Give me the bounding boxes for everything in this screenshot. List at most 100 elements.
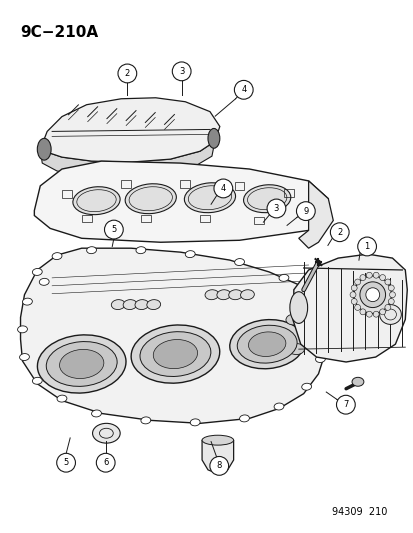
Ellipse shape (131, 325, 219, 383)
Circle shape (330, 223, 348, 241)
Ellipse shape (372, 311, 378, 317)
Ellipse shape (207, 128, 219, 148)
Ellipse shape (243, 185, 290, 213)
Ellipse shape (315, 356, 325, 362)
Text: 4: 4 (220, 184, 225, 193)
Ellipse shape (46, 342, 117, 386)
Bar (234, 182, 244, 190)
Ellipse shape (216, 290, 230, 300)
Ellipse shape (135, 300, 148, 310)
Ellipse shape (285, 314, 301, 325)
Ellipse shape (372, 272, 378, 278)
Ellipse shape (52, 253, 62, 260)
Text: 9: 9 (302, 207, 308, 216)
Polygon shape (40, 141, 214, 176)
Text: 9C−210A: 9C−210A (21, 25, 98, 39)
Bar (140, 215, 150, 222)
Bar (81, 215, 91, 222)
Ellipse shape (17, 326, 27, 333)
Ellipse shape (365, 288, 379, 302)
Circle shape (57, 453, 75, 472)
Ellipse shape (234, 259, 244, 265)
Ellipse shape (239, 415, 249, 422)
Bar (62, 190, 72, 198)
Circle shape (296, 201, 314, 221)
Ellipse shape (387, 285, 393, 291)
Circle shape (234, 80, 252, 99)
Polygon shape (34, 161, 328, 243)
Ellipse shape (273, 403, 283, 410)
Ellipse shape (185, 251, 195, 257)
Text: 1: 1 (363, 242, 369, 251)
Bar (298, 207, 308, 215)
Text: 4: 4 (240, 85, 246, 94)
Ellipse shape (37, 335, 126, 393)
Ellipse shape (32, 269, 42, 276)
Text: 7: 7 (342, 400, 348, 409)
Ellipse shape (237, 325, 297, 363)
Ellipse shape (204, 290, 218, 300)
Ellipse shape (387, 298, 393, 304)
Ellipse shape (359, 282, 385, 308)
Polygon shape (40, 98, 219, 162)
Ellipse shape (153, 340, 197, 369)
Ellipse shape (228, 290, 242, 300)
Ellipse shape (349, 292, 355, 297)
Ellipse shape (32, 377, 42, 384)
Circle shape (96, 453, 115, 472)
Polygon shape (298, 181, 332, 248)
Text: 6: 6 (103, 458, 108, 467)
Circle shape (357, 237, 375, 256)
Ellipse shape (350, 298, 356, 304)
Bar (199, 215, 209, 222)
Text: 5: 5 (111, 225, 116, 234)
Ellipse shape (86, 247, 96, 254)
Ellipse shape (301, 383, 311, 390)
Polygon shape (21, 248, 328, 423)
Text: 3: 3 (178, 67, 184, 76)
Ellipse shape (298, 329, 314, 340)
Text: 8: 8 (216, 462, 221, 471)
Text: 94309  210: 94309 210 (331, 507, 387, 518)
Ellipse shape (202, 435, 233, 445)
Bar (180, 180, 190, 188)
Ellipse shape (354, 304, 360, 310)
Bar (121, 180, 131, 188)
Ellipse shape (379, 304, 400, 325)
Ellipse shape (93, 423, 120, 443)
Ellipse shape (111, 300, 125, 310)
Polygon shape (202, 440, 233, 474)
Ellipse shape (359, 309, 365, 315)
Ellipse shape (351, 377, 363, 386)
Ellipse shape (379, 309, 385, 315)
Text: 5: 5 (63, 458, 69, 467)
Ellipse shape (240, 290, 254, 300)
Bar (283, 189, 293, 197)
Ellipse shape (73, 187, 120, 215)
Ellipse shape (289, 292, 307, 324)
Ellipse shape (37, 139, 51, 160)
Circle shape (266, 199, 285, 218)
Ellipse shape (278, 274, 288, 281)
Ellipse shape (288, 344, 304, 354)
Ellipse shape (366, 272, 371, 278)
Text: 3: 3 (273, 204, 278, 213)
Ellipse shape (57, 395, 67, 402)
Ellipse shape (140, 417, 150, 424)
Ellipse shape (319, 321, 328, 328)
Ellipse shape (248, 332, 285, 357)
Ellipse shape (359, 274, 365, 280)
Polygon shape (292, 254, 406, 362)
Ellipse shape (354, 279, 360, 285)
Ellipse shape (125, 184, 176, 214)
Ellipse shape (184, 183, 235, 213)
Ellipse shape (123, 300, 137, 310)
Circle shape (336, 395, 354, 414)
Ellipse shape (140, 332, 210, 376)
Ellipse shape (350, 285, 356, 291)
Ellipse shape (91, 410, 101, 417)
Text: 2: 2 (124, 69, 130, 78)
Bar (254, 216, 263, 224)
Circle shape (214, 179, 232, 198)
Ellipse shape (190, 419, 199, 426)
